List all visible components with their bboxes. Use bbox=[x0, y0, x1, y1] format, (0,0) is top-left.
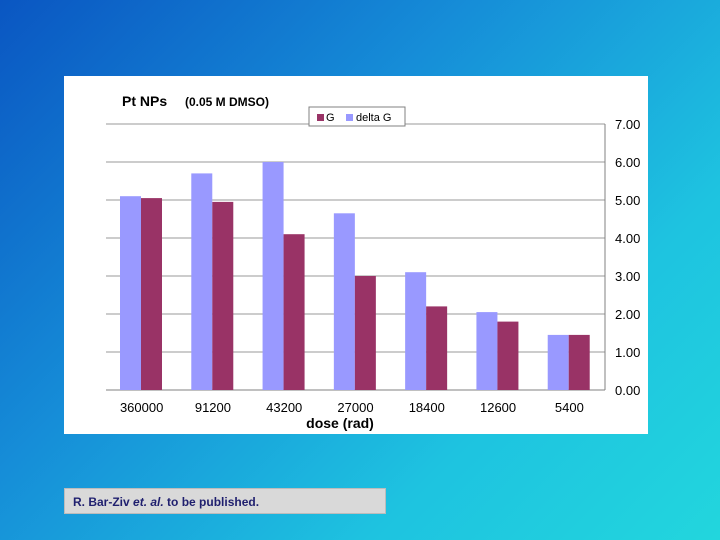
bar-delta-g bbox=[333, 213, 355, 390]
legend-swatch-g bbox=[317, 114, 324, 121]
citation-box: R. Bar-Ziv et. al. to be published. bbox=[64, 488, 386, 514]
bar-delta-g bbox=[547, 334, 569, 390]
y-tick-label: 1.00 bbox=[615, 345, 640, 360]
x-tick-label: 360000 bbox=[120, 400, 163, 415]
y-tick-label: 2.00 bbox=[615, 307, 640, 322]
bar-delta-g bbox=[262, 162, 284, 390]
x-tick-label: 5400 bbox=[555, 400, 584, 415]
bar-chart: Pt NPs (0.05 M DMSO) 0.00 1.00 2.00 3.00 4.0… bbox=[106, 93, 640, 431]
bar-g bbox=[354, 276, 376, 390]
bar-g bbox=[497, 321, 519, 390]
bar-g bbox=[141, 198, 162, 390]
x-axis-label: dose (rad) bbox=[306, 415, 374, 431]
y-tick-label: 3.00 bbox=[615, 269, 640, 284]
y-tick-label: 4.00 bbox=[615, 231, 640, 246]
bar-g bbox=[568, 334, 590, 390]
bar-delta-g bbox=[405, 272, 427, 390]
bar-g bbox=[426, 306, 448, 390]
y-tick-label: 7.00 bbox=[615, 117, 640, 132]
y-tick-label: 5.00 bbox=[615, 193, 640, 208]
x-tick-label: 18400 bbox=[409, 400, 445, 415]
citation-author: R. Bar-Ziv bbox=[73, 495, 130, 509]
bar-g bbox=[212, 201, 234, 390]
bar-g bbox=[283, 234, 305, 390]
x-tick-labels: 360000 91200 43200 27000 18400 12600 5400 bbox=[120, 400, 584, 415]
bar-delta-g bbox=[191, 173, 213, 390]
x-tick-label: 12600 bbox=[480, 400, 516, 415]
bars bbox=[120, 162, 590, 390]
legend-box bbox=[308, 106, 406, 127]
y-tick-labels: 0.00 1.00 2.00 3.00 4.00 5.00 6.00 7.00 bbox=[615, 117, 640, 398]
y-tick-label: 6.00 bbox=[615, 155, 640, 170]
legend-swatch-delta-g bbox=[346, 114, 353, 121]
bar-delta-g bbox=[120, 196, 141, 390]
citation-text: R. Bar-Ziv et. al. to be published. bbox=[73, 495, 259, 509]
x-tick-label: 27000 bbox=[337, 400, 373, 415]
x-tick-label: 43200 bbox=[266, 400, 302, 415]
citation-etal: et. al. bbox=[133, 495, 164, 509]
legend-label-g: G bbox=[326, 112, 335, 124]
x-tick-label: 91200 bbox=[195, 400, 231, 415]
legend-label-delta-g: delta G bbox=[356, 112, 391, 124]
citation-rest: to be published. bbox=[163, 495, 260, 509]
chart-panel: Pt NPs (0.05 M DMSO) 0.00 1.00 2.00 3.00 4.0… bbox=[64, 76, 648, 434]
chart-title-main: Pt NPs bbox=[122, 93, 167, 109]
chart-title-sub: (0.05 M DMSO) bbox=[185, 95, 269, 109]
chart-legend: G delta G bbox=[308, 106, 406, 127]
bar-delta-g bbox=[476, 312, 498, 390]
y-tick-label: 0.00 bbox=[615, 383, 640, 398]
